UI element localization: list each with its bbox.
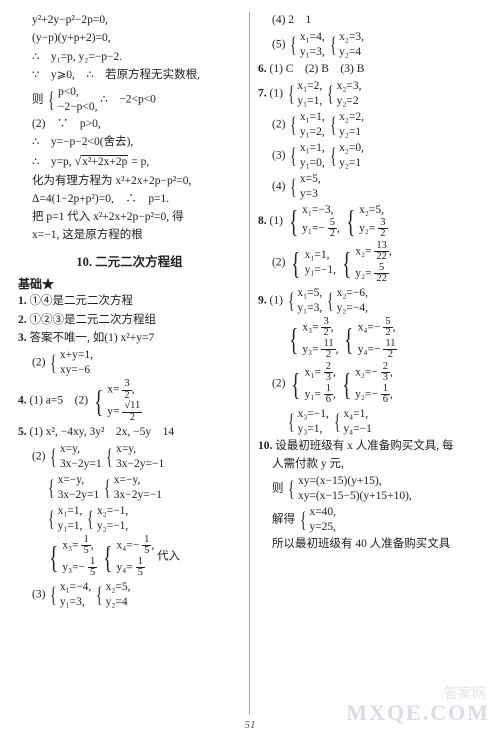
brace-group: { x= 32, y= √112 <box>91 379 142 423</box>
r7-2: (2) {x₁=1,y₁=2, {x₂=2,y₂=1 <box>258 110 482 140</box>
eq-line: ∴ y₁=p, y₂=−p−2. <box>18 49 241 66</box>
sub-heading: 基础★ <box>18 275 241 293</box>
r10-5: 所以最初班级有 40 人准备购买文具 <box>258 536 482 553</box>
r7-4: (4) {x=5,y=3 <box>258 172 482 202</box>
r8-1: 8. (1) { x₁=−3, y₁=− 52, { x₂=5, y₂= 32 <box>258 203 482 240</box>
eq-line: ∴ y=p, √x²+2x+2p = p, <box>18 152 241 171</box>
q2: 2. ①②③是二元二次方程组 <box>18 312 241 329</box>
r10-3: 则 { xy=(x−15)(y+15), xy=(x−15−5)(y+15+10… <box>258 474 482 504</box>
eq-line: x=−1, 这是原方程的根 <box>18 227 241 244</box>
page: y²+2y−p²−2p=0, (y−p)(y+p+2)=0, ∴ y₁=p, y… <box>0 0 500 739</box>
text: ∴ −2<p<0 <box>100 94 156 106</box>
r4: (4) 2 1 <box>258 12 482 29</box>
q5-1: 5. (1) x², −4xy, 3y² 2x, −5y 14 <box>18 424 241 441</box>
r10-4: 解得 { x=40, y=25, <box>258 505 482 535</box>
r7-1: 7. (1) {x₁=2,y₁=1, {x₂=3,y₂=2 <box>258 79 482 109</box>
watermark-url: MXQE.COM <box>346 696 490 729</box>
eq-line: y²+2y−p²−2p=0, <box>18 12 241 29</box>
r9-2b: {x₃=−1,y₃=1, {x₄=1,y₄=−1 <box>258 407 482 437</box>
brace-group: { p<0, −2−p<0, <box>46 85 97 115</box>
q5-2-row1: (2) { x=y, 3x−2y=1 { x=y, 3x−2y=−1 <box>18 442 241 472</box>
label: 则 <box>32 94 44 106</box>
q5-3: (3) { x₁=−4, y₁=3, { x₂=5, y₂=4 <box>18 580 241 610</box>
r7-3: (3) {x₁=1,y₁=0, {x₂=0,y₂=1 <box>258 141 482 171</box>
eq-line: (2) ∵ p>0, <box>18 116 241 133</box>
q4: 4. (1) a=5 (2) { x= 32, y= √112 <box>18 379 241 423</box>
eq-line: 则 { p<0, −2−p<0, ∴ −2<p<0 <box>18 85 241 115</box>
r9-1a: 9. (1) {x₁=5,y₁=3, {x₂=−6,y₂=−4, <box>258 286 482 316</box>
eq-line: Δ=4(1−2p+p²)=0, ∴ p=1. <box>18 191 241 208</box>
eq-line: ∴ y=−p−2<0(舍去), <box>18 134 241 151</box>
q1: 1. ①④是二元二次方程 <box>18 293 241 310</box>
label: (2) <box>32 357 45 369</box>
q5-2-row2: { x=−y, 3x−2y=1 { x=−y, 3x−2y=−1 <box>18 473 241 503</box>
r9-1b: { x₃= 32, y₃= 112, { x₄=− 52, y₄=− 112 <box>258 317 482 361</box>
eq-line: 把 p=1 代入 x²+2x+2p−p²=0, 得 <box>18 209 241 226</box>
q3: 3. 答案不唯一, 如(1) x²+y=7 <box>18 330 241 347</box>
r6: 6. (1) C (2) B (3) B <box>258 61 482 78</box>
r10-1: 10. 设最初班级有 x 人准备购买文具, 每 <box>258 438 482 455</box>
q5-sol-row2: { x₃= 15, y₃=− 15 { x₄=− 15, y₄= 15 代入 <box>18 535 241 579</box>
r9-2a: (2) { x₁= 23, y₁= 16, { x₂=− 23, y₂=− 16… <box>258 362 482 406</box>
eq-line: (y−p)(y+p+2)=0, <box>18 30 241 47</box>
r10-2: 人需付款 y 元, <box>258 456 482 473</box>
r8-2: (2) { x₁=1, y₁=−1, { x₂= 1322, y₂= 522 <box>258 241 482 285</box>
eq-line: ∵ y⩾0, ∴ 若原方程无实数根, <box>18 67 241 84</box>
brace-group: { x+y=1, xy=−6 <box>48 348 93 378</box>
label: 代入 <box>157 551 180 563</box>
left-column: y²+2y−p²−2p=0, (y−p)(y+p+2)=0, ∴ y₁=p, y… <box>14 12 250 715</box>
q5-sol-row1: { x₁=1, y₁=1, { x₂=−1, y₂=−1, <box>18 504 241 534</box>
q3-2: (2) { x+y=1, xy=−6 <box>18 348 241 378</box>
eq-line: 化为有理方程为 x²+2x+2p−p²=0, <box>18 173 241 190</box>
r5: (5) { x₁=4, y₁=3, { x₂=3, y₂=4 <box>258 30 482 60</box>
right-column: (4) 2 1 (5) { x₁=4, y₁=3, { x₂=3, y₂=4 6… <box>250 12 486 715</box>
section-heading: 10. 二元二次方程组 <box>18 253 241 272</box>
